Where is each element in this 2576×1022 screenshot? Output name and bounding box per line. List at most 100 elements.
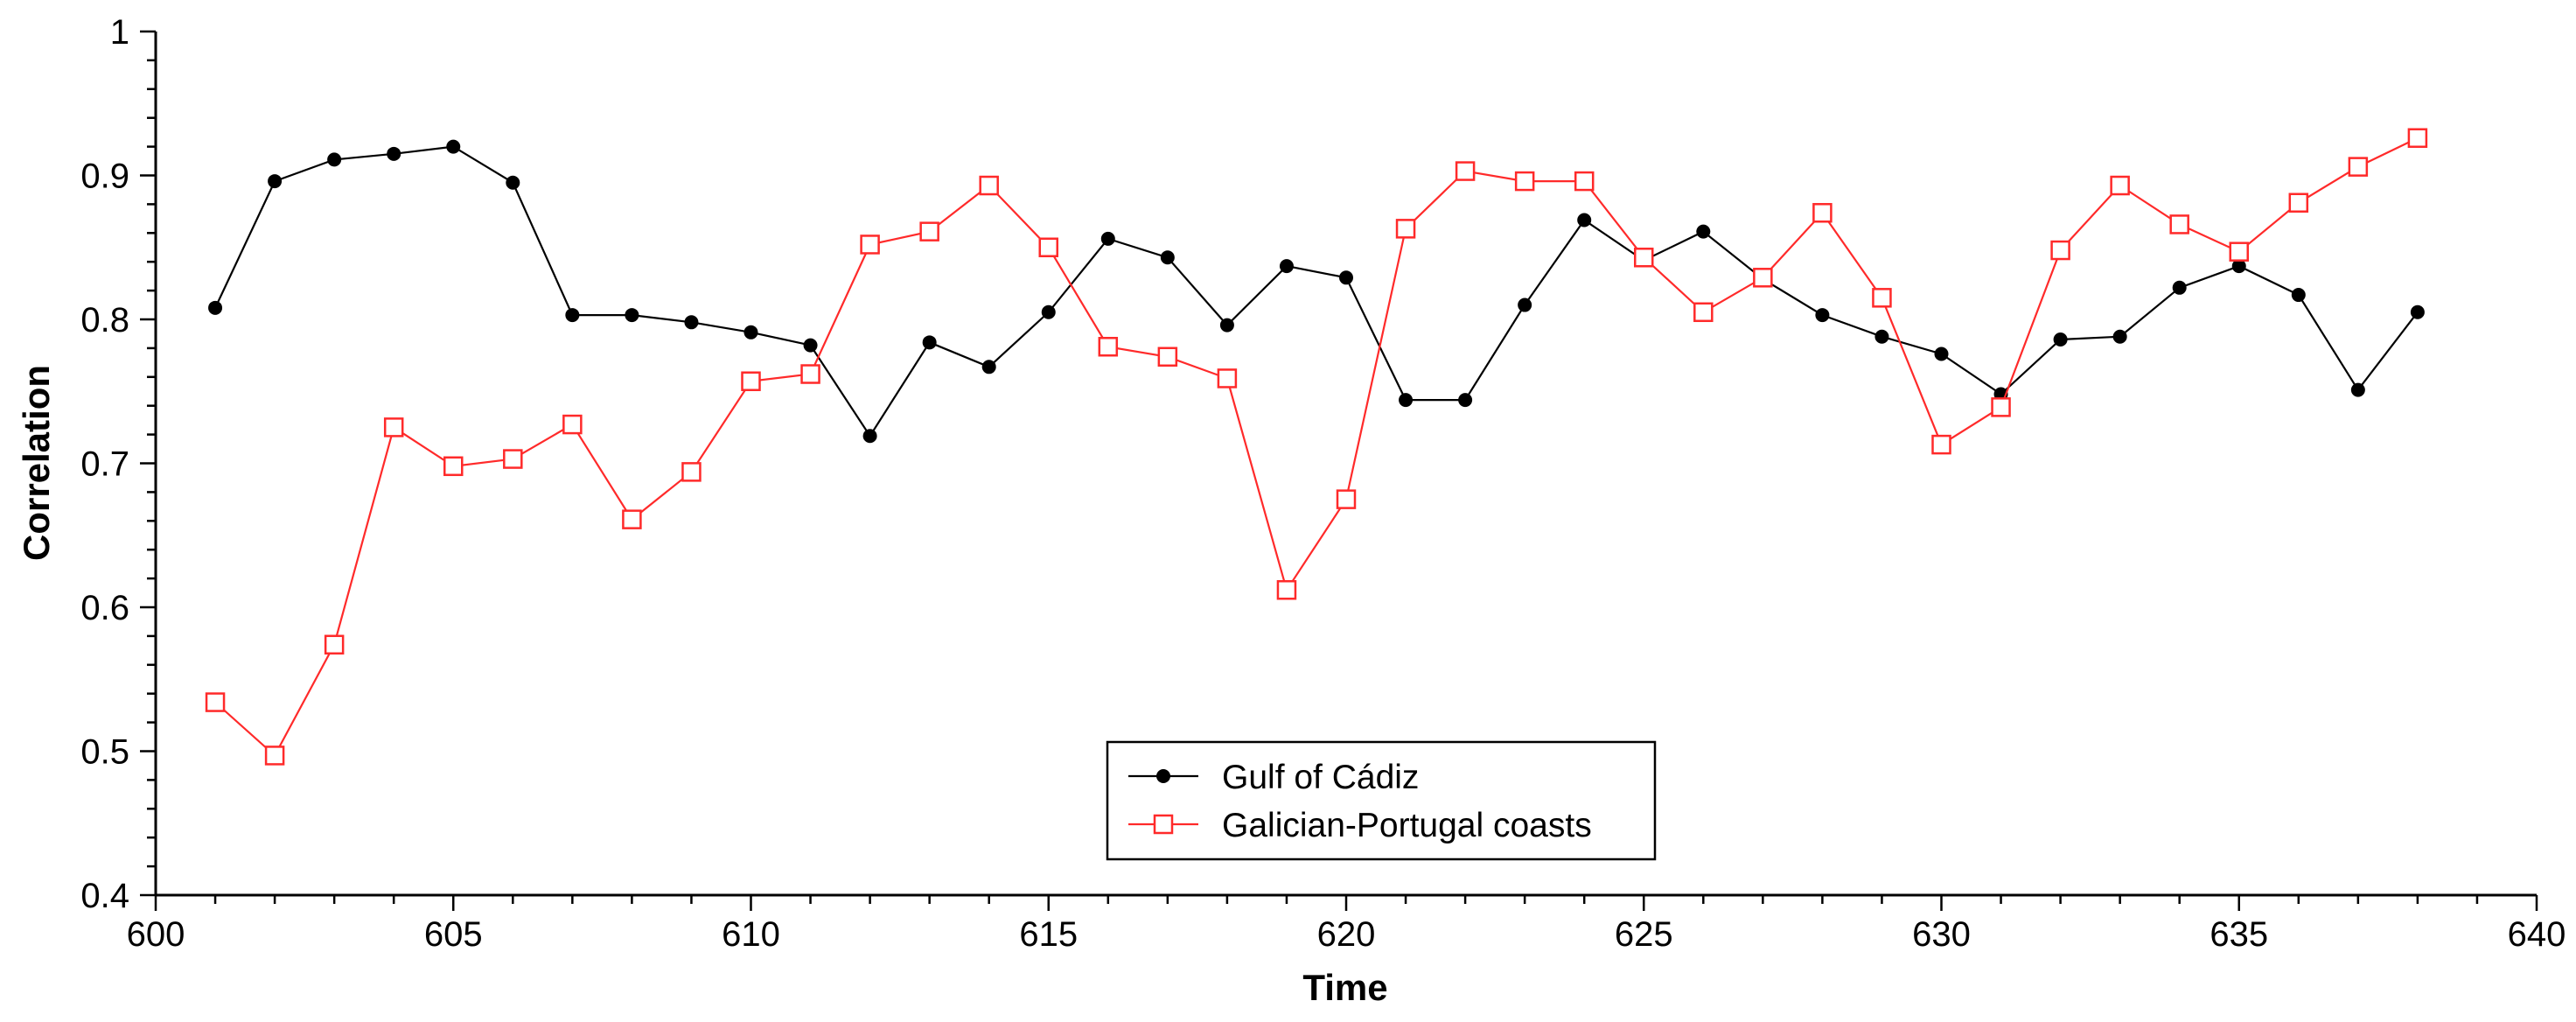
data-point [862,429,877,444]
data-point [1931,434,1951,455]
data-point [324,634,345,655]
data-point [2410,304,2425,319]
data-point [625,308,639,323]
data-point [1455,161,1476,181]
y-tick-label: 0.5 [80,733,129,772]
data-point [1339,270,1353,285]
data-point [1874,329,1889,344]
x-tick-label: 625 [1615,915,1673,954]
data-point [1279,259,1294,274]
legend-label-galician-portugal: Galician-Portugal coasts [1222,807,1592,844]
data-point [387,146,401,161]
data-point [2110,175,2130,196]
data-point [2288,192,2309,214]
legend-marker-galician-portugal [1153,814,1174,835]
data-point [1991,397,2011,417]
data-point [2291,288,2306,303]
x-axis-title: Time [1302,967,1387,1008]
data-point [2350,382,2365,397]
y-tick-label: 0.7 [80,445,129,484]
data-point [2112,329,2127,344]
series-line [214,145,2419,438]
data-point [681,462,702,482]
data-point [860,234,880,255]
data-point [327,152,342,167]
data-point [1336,489,1357,509]
data-point [506,175,520,190]
data-point [503,449,523,469]
data-point [2348,157,2369,177]
y-tick-label: 0.6 [80,589,129,627]
data-point [2231,259,2246,274]
data-point [2229,242,2249,262]
series-line [214,136,2419,758]
x-tick-label: 615 [1019,915,1078,954]
series-layer [205,128,2428,766]
x-tick-label: 640 [2508,915,2566,954]
data-point [1038,237,1058,257]
data-point [1872,288,1892,308]
data-point [2050,240,2070,261]
data-point [268,174,283,189]
data-point [1395,219,1416,239]
x-tick-label: 620 [1317,915,1376,954]
data-point [1518,298,1532,312]
data-point [2053,332,2068,347]
data-point [1217,368,1238,388]
y-tick-label: 1 [110,13,129,52]
data-point [803,338,818,353]
data-point [1574,171,1595,192]
y-axis-title: Correlation [16,365,57,561]
data-point [981,360,996,374]
data-point [922,335,937,350]
data-point [1458,393,1473,408]
data-point [562,414,583,435]
x-tick-label: 600 [127,915,185,954]
series-gulf-of-cadiz [208,139,2425,444]
legend-marker-gulf-of-cadiz [1156,769,1170,783]
y-tick-label: 0.8 [80,301,129,340]
data-point [1634,248,1654,268]
data-point [1219,318,1234,332]
data-point [2407,128,2428,148]
data-point [800,364,820,384]
data-point [1098,337,1119,357]
data-point [264,746,285,766]
legend-label-gulf-of-cadiz: Gulf of Cádiz [1222,759,1419,796]
data-point [443,456,464,477]
data-point [208,300,223,315]
data-point [1157,346,1178,368]
data-point [2169,214,2189,234]
x-tick-label: 605 [424,915,483,954]
data-point [1577,213,1592,228]
data-point [741,371,761,391]
x-tick-label: 635 [2209,915,2268,954]
data-point [1696,224,1711,239]
data-point [1812,203,1833,223]
tick-labels: 600 605 610 615 620 625 630 635 640 0.4 0.5 0.6 0.7 0… [80,13,2566,954]
data-point [1041,304,1056,319]
data-point [743,325,758,340]
y-tick-label: 0.4 [80,877,129,915]
data-point [1276,580,1297,600]
data-point [565,308,580,323]
data-point [684,315,699,330]
data-point [383,417,404,438]
data-point [979,175,999,196]
ticks [140,30,2538,911]
data-point [2172,280,2187,295]
y-tick-label: 0.9 [80,158,129,196]
data-point [622,509,642,529]
data-point [1815,308,1830,323]
legend: Gulf of Cádiz Galician-Portugal coasts [1106,740,1657,861]
x-tick-label: 610 [722,915,780,954]
data-point [1399,393,1414,408]
data-point [446,139,461,154]
data-point [1934,346,1949,361]
series-galician-portugal-coasts [205,128,2428,766]
data-point [1514,171,1535,192]
data-point [1693,302,1714,323]
data-point [919,221,939,242]
data-point [205,692,226,712]
data-point [1753,268,1773,288]
